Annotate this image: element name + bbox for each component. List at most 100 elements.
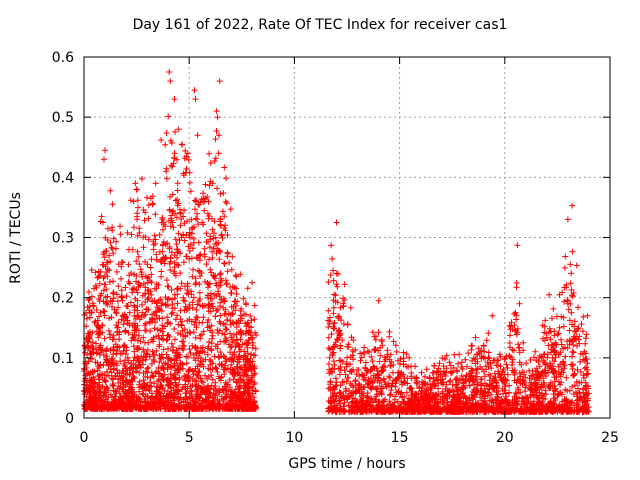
scatter-point: [376, 358, 383, 365]
scatter-point: [393, 348, 400, 355]
scatter-point: [145, 364, 152, 371]
scatter-point: [114, 367, 120, 374]
scatter-point: [117, 231, 124, 238]
scatter-point: [232, 370, 239, 377]
scatter-point: [216, 405, 223, 412]
scatter-point: [86, 379, 93, 386]
scatter-point: [373, 393, 380, 400]
scatter-point: [417, 408, 424, 415]
scatter-point: [377, 409, 384, 415]
scatter-point: [486, 385, 493, 392]
scatter-point: [569, 353, 575, 360]
scatter-point: [209, 303, 216, 310]
scatter-point: [101, 156, 107, 163]
scatter-point: [195, 267, 202, 274]
scatter-point: [455, 379, 462, 386]
scatter-point: [191, 87, 198, 94]
scatter-point: [188, 291, 195, 298]
scatter-point: [107, 187, 114, 194]
scatter-point: [483, 337, 490, 344]
scatter-point: [208, 290, 214, 297]
scatter-point: [515, 344, 522, 351]
scatter-point: [541, 323, 548, 330]
scatter-point: [244, 320, 251, 327]
scatter-point: [217, 299, 224, 306]
scatter-point: [467, 375, 474, 382]
scatter-point: [512, 309, 519, 316]
scatter-point: [100, 219, 106, 226]
scatter-point: [113, 291, 120, 298]
scatter-point: [233, 273, 240, 280]
scatter-point: [140, 280, 147, 287]
scatter-point: [228, 266, 235, 273]
scatter-point: [233, 331, 240, 338]
scatter-point: [171, 96, 178, 103]
scatter-point: [161, 260, 168, 267]
scatter-point: [147, 328, 154, 334]
scatter-point: [165, 401, 172, 408]
scatter-point: [208, 340, 215, 347]
scatter-point: [177, 285, 184, 292]
scatter-point: [103, 259, 110, 266]
scatter-point: [386, 373, 393, 380]
scatter-point: [585, 390, 592, 397]
scatter-point: [225, 399, 232, 406]
scatter-point: [574, 390, 581, 397]
scatter-point: [175, 200, 182, 207]
scatter-point: [514, 398, 521, 405]
scatter-point: [329, 369, 335, 376]
scatter-point: [551, 358, 558, 365]
scatter-point: [554, 392, 561, 399]
scatter-point: [533, 371, 540, 378]
scatter-point: [142, 284, 149, 291]
scatter-point: [232, 393, 239, 400]
scatter-point: [437, 372, 444, 379]
scatter-point: [514, 384, 521, 391]
scatter-point: [134, 210, 141, 217]
scatter-point: [236, 390, 243, 396]
scatter-point: [363, 370, 370, 376]
scatter-point: [437, 408, 444, 415]
scatter-point: [251, 404, 258, 411]
scatter-point: [130, 373, 137, 380]
scatter-point: [118, 275, 124, 282]
scatter-point: [489, 312, 496, 319]
scatter-point: [472, 401, 479, 408]
scatter-point: [386, 328, 393, 335]
scatter-point: [474, 381, 481, 388]
scatter-point: [364, 381, 371, 388]
scatter-point: [139, 309, 146, 316]
scatter-point: [330, 267, 337, 274]
scatter-point: [194, 216, 201, 223]
scatter-point: [146, 318, 153, 325]
scatter-point: [245, 319, 251, 326]
scatter-point: [570, 342, 577, 348]
scatter-point: [440, 379, 447, 386]
scatter-point: [186, 229, 193, 236]
scatter-point: [135, 346, 141, 353]
scatter-point: [84, 339, 91, 346]
scatter-point: [149, 193, 156, 200]
scatter-point: [209, 398, 216, 405]
scatter-point: [334, 299, 341, 306]
scatter-point: [107, 347, 114, 354]
scatter-point: [237, 336, 244, 343]
scatter-point: [462, 384, 469, 391]
scatter-point: [356, 381, 363, 388]
scatter-point: [121, 393, 128, 400]
scatter-point: [136, 261, 143, 268]
scatter-point: [570, 290, 577, 296]
scatter-point: [118, 294, 125, 301]
scatter-point: [237, 346, 244, 353]
scatter-point: [236, 395, 243, 402]
scatter-point: [431, 362, 438, 369]
scatter-point: [568, 270, 575, 277]
scatter-point: [116, 403, 123, 410]
scatter-point: [494, 407, 501, 413]
scatter-point: [163, 277, 170, 284]
scatter-point: [216, 387, 223, 394]
scatter-point: [199, 379, 206, 386]
scatter-point: [211, 353, 218, 360]
scatter-point: [148, 360, 155, 367]
scatter-point: [142, 373, 149, 380]
